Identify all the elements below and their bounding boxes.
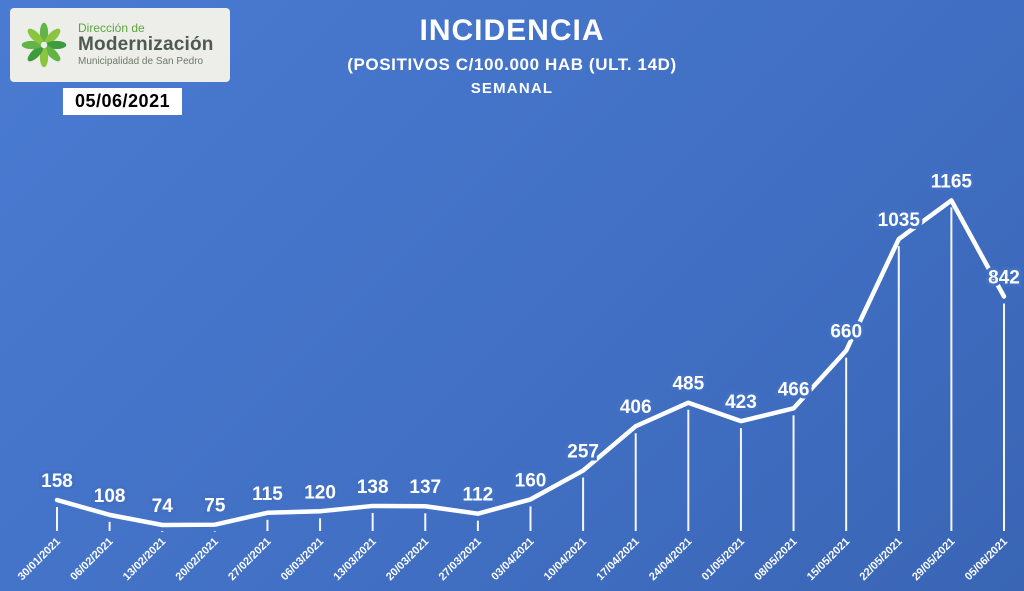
logo-line3: Municipalidad de San Pedro	[78, 56, 204, 68]
data-point-label: 485	[672, 374, 704, 395]
x-axis-label: 06/02/2021	[68, 536, 115, 583]
data-point-label: 75	[204, 496, 226, 517]
data-point-label: 1165	[931, 171, 973, 192]
x-axis-label: 06/03/2021	[279, 536, 326, 583]
chart-line	[54, 198, 1007, 528]
data-point-label: 74	[152, 496, 174, 517]
x-axis-label: 22/05/2021	[857, 536, 904, 583]
data-point-label: 1035	[878, 210, 921, 231]
logo-line2: Modernización	[78, 34, 214, 56]
data-point-label: 120	[304, 482, 336, 503]
x-axis-label: 01/05/2021	[700, 536, 747, 583]
data-point-label: 138	[357, 477, 389, 498]
x-axis-label: 13/02/2021	[121, 536, 168, 583]
x-axis-label: 10/04/2021	[542, 536, 589, 583]
x-axis-label: 20/03/2021	[384, 536, 431, 583]
x-axis-label: 30/01/2021	[16, 536, 63, 583]
modernizacion-logo: Dirección de Modernización Municipalidad…	[10, 8, 230, 82]
x-axis-label: 27/03/2021	[437, 536, 484, 583]
x-axis-label: 03/04/2021	[489, 536, 536, 583]
modernizacion-logo-icon	[21, 22, 67, 68]
data-point-label: 660	[830, 322, 862, 343]
data-point-label: 842	[988, 268, 1020, 289]
data-point-label: 257	[567, 442, 599, 463]
x-axis-label: 15/05/2021	[805, 536, 852, 583]
data-point-label: 137	[409, 477, 441, 498]
data-point-label: 108	[94, 486, 126, 507]
x-axis-label: 29/05/2021	[910, 536, 957, 583]
x-axis-label: 24/04/2021	[647, 536, 694, 583]
data-point-label: 423	[725, 392, 757, 413]
x-axis-label: 13/03/2021	[331, 536, 378, 583]
data-point-label: 406	[620, 397, 652, 418]
x-axis-label: 20/02/2021	[174, 536, 221, 583]
data-point-label: 158	[41, 471, 73, 492]
x-axis-label: 17/04/2021	[594, 536, 641, 583]
data-point-label: 160	[515, 470, 547, 491]
date-badge: 05/06/2021	[63, 88, 183, 115]
data-point-label: 466	[778, 379, 810, 400]
logo-line1: Dirección de	[78, 21, 145, 36]
x-axis-label: 08/05/2021	[752, 536, 799, 583]
data-point-label: 115	[252, 484, 283, 505]
x-axis-label: 27/02/2021	[226, 536, 273, 583]
data-point-label: 112	[463, 485, 494, 506]
x-axis-label: 05/06/2021	[963, 536, 1010, 583]
